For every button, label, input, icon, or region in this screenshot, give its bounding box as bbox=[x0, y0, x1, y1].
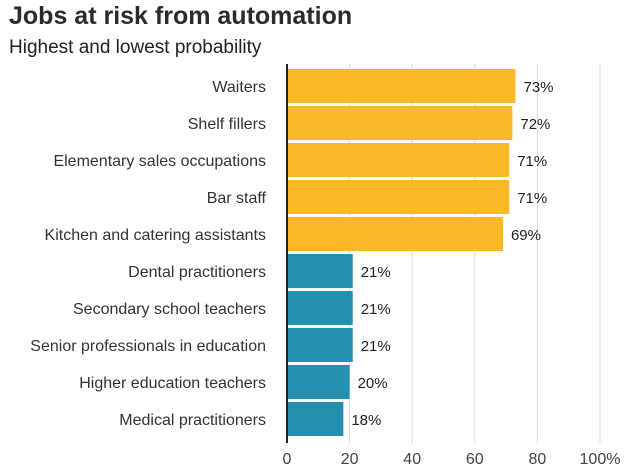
category-label-4: Kitchen and catering assistants bbox=[45, 227, 266, 244]
category-label-8: Higher education teachers bbox=[79, 375, 266, 392]
category-label-7: Senior professionals in education bbox=[30, 338, 266, 355]
bar-6 bbox=[287, 291, 353, 325]
category-label-5: Dental practitioners bbox=[128, 264, 266, 281]
bar-0 bbox=[287, 69, 516, 103]
x-tick-label-0: 0 bbox=[283, 451, 292, 468]
value-label-7: 21% bbox=[361, 338, 391, 355]
x-tick-labels: 0 20 40 60 80 100% bbox=[283, 451, 621, 468]
category-label-9: Medical practitioners bbox=[119, 412, 266, 429]
x-tick-label-20: 20 bbox=[341, 451, 359, 468]
bar-1 bbox=[287, 106, 513, 140]
category-label-2: Elementary sales occupations bbox=[53, 153, 266, 170]
bar-8 bbox=[287, 365, 350, 399]
category-label-1: Shelf fillers bbox=[188, 116, 266, 133]
x-tick-label-60: 60 bbox=[466, 451, 484, 468]
value-label-6: 21% bbox=[361, 301, 391, 318]
bar-2 bbox=[287, 143, 510, 177]
category-label-0: Waiters bbox=[212, 79, 266, 96]
x-tick-label-100: 100% bbox=[580, 451, 621, 468]
chart-title: Jobs at risk from automation bbox=[9, 2, 353, 30]
value-label-4: 69% bbox=[511, 227, 541, 244]
bar-4 bbox=[287, 217, 503, 251]
category-labels: Waiters Shelf fillers Elementary sales occ… bbox=[30, 79, 266, 429]
bar-3 bbox=[287, 180, 510, 214]
value-label-5: 21% bbox=[361, 264, 391, 281]
value-label-1: 72% bbox=[520, 116, 550, 133]
bar-5 bbox=[287, 254, 353, 288]
bars bbox=[287, 69, 516, 436]
x-tick-label-40: 40 bbox=[403, 451, 421, 468]
value-label-8: 20% bbox=[358, 375, 388, 392]
value-labels: 73% 72% 71% 71% 69% 21% 21% 21% 20% 18% bbox=[351, 79, 553, 429]
chart-subtitle: Highest and lowest probability bbox=[9, 37, 262, 58]
value-label-2: 71% bbox=[517, 153, 547, 170]
category-label-6: Secondary school teachers bbox=[73, 301, 266, 318]
value-label-3: 71% bbox=[517, 190, 547, 207]
value-label-0: 73% bbox=[523, 79, 553, 96]
x-tick-label-80: 80 bbox=[529, 451, 547, 468]
bar-7 bbox=[287, 328, 353, 362]
bar-9 bbox=[287, 402, 344, 436]
category-label-3: Bar staff bbox=[207, 190, 267, 207]
value-label-9: 18% bbox=[351, 412, 381, 429]
